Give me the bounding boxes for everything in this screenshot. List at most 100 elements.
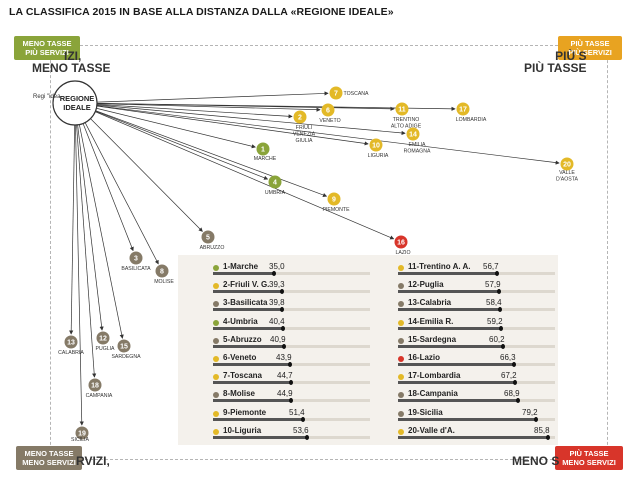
ranking-row: 1-Marche 35,0	[213, 262, 378, 276]
ranking-value: 51,4	[289, 407, 305, 417]
ranking-row: 20-Valle d'A. 85,8	[398, 426, 563, 440]
distance-arrow	[96, 103, 321, 112]
corner-label-top-left: IZI, MENO TASSE	[32, 50, 110, 74]
ranking-row: 12-Puglia 57,9	[398, 280, 563, 295]
ranking-row: 4-Umbria 40,4	[213, 317, 378, 331]
ranking-bar-marker	[495, 271, 499, 276]
ranking-row: 19-Sicilia 79,2	[398, 408, 563, 422]
region-node-1	[256, 142, 270, 156]
ranking-panel	[178, 255, 558, 445]
ranking-color-dot	[213, 410, 219, 417]
region-map-label: LOMBARDIA	[456, 117, 487, 123]
ranking-bar-fill	[213, 290, 282, 294]
region-node-number: 2	[298, 115, 302, 122]
ranking-color-dot	[213, 265, 219, 271]
distance-arrow	[96, 91, 329, 103]
ranking-value: 66,3	[500, 353, 516, 362]
ranking-row: 16-Lazio 66,3	[398, 353, 563, 367]
ranking-value: 40,9	[270, 334, 286, 344]
ranking-bar-marker	[289, 398, 293, 404]
distance-arrow	[69, 124, 75, 335]
badge-line: PIÙ SERVIZI	[25, 48, 69, 57]
quadrant-frame	[50, 45, 608, 460]
ranking-value: 44,9	[277, 389, 293, 399]
region-map-label: SARDEGNA	[111, 354, 141, 360]
ranking-value: 44,7	[277, 371, 293, 381]
region-map-label: ALTO ADIGE	[391, 124, 422, 130]
badge-piu-tasse-piu-servizi: PIÙ TASSE PIÙ SERVIZI	[558, 36, 622, 60]
ranking-color-dot	[398, 356, 404, 362]
region-node-number: 7	[334, 91, 338, 98]
distance-arrow	[95, 110, 328, 197]
region-map-label: GIULIA	[295, 138, 313, 144]
region-node-number: 5	[206, 235, 210, 242]
corner-label-bottom-right: MENO S	[512, 455, 559, 467]
ranking-value: 79,2	[522, 407, 538, 417]
ideal-region-label: REGIONE	[60, 94, 95, 103]
ranking-bar-marker	[501, 343, 505, 349]
distance-arrow	[76, 124, 97, 378]
corner-label-bottom-left: RVIZI,	[76, 455, 110, 467]
region-node-number: 3	[134, 256, 138, 263]
ranking-color-dot	[398, 319, 404, 326]
distance-arrow	[96, 105, 369, 146]
ranking-color-dot	[213, 374, 219, 381]
ranking-bar-track	[213, 398, 370, 404]
region-node-5	[201, 230, 215, 244]
corner-label-line: MENO S	[512, 454, 560, 468]
ranking-bar-fill	[213, 435, 307, 439]
ranking-color-dot	[213, 283, 219, 290]
ranking-value: 58,4	[486, 298, 502, 308]
ranking-region-name: 1-Marche	[223, 262, 259, 271]
ranking-row: 9-Piemonte 51,4	[213, 408, 378, 422]
ranking-color-dot	[213, 428, 219, 435]
ranking-bar-fill	[398, 272, 497, 275]
region-node-15	[117, 339, 131, 353]
region-node-13	[64, 335, 78, 349]
ranking-region-name: 10-Liguria	[223, 425, 262, 435]
region-node-number: 15	[120, 344, 128, 351]
ranking-region-name: 2-Friuli V. G.	[223, 280, 270, 290]
ranking-value: 57,9	[485, 280, 501, 290]
region-node-number: 19	[78, 431, 86, 438]
ranking-row: 11-Trentino A. A. 56,7	[398, 262, 563, 276]
ranking-bar-fill	[213, 326, 283, 330]
region-node-number: 11	[398, 107, 406, 114]
ranking-bar-track	[398, 434, 555, 440]
region-map-label: FRIULI	[296, 125, 312, 131]
ranking-color-dot	[213, 319, 219, 326]
ranking-bar-track	[213, 343, 370, 349]
region-map-label: LIGURIA	[368, 153, 389, 159]
ranking-bar-marker	[497, 289, 501, 295]
region-map-label: PIEMONTE	[322, 207, 350, 213]
region-node-20	[560, 157, 574, 171]
ranking-value: 68,9	[504, 389, 520, 399]
ranking-bar-fill	[398, 399, 518, 403]
region-node-4	[268, 175, 282, 189]
distance-arrow	[77, 124, 104, 331]
ranking-bar-marker	[513, 380, 517, 386]
ranking-bar-fill	[213, 344, 284, 348]
ranking-bar-fill	[398, 308, 500, 312]
ranking-bar-marker	[280, 307, 284, 313]
corner-label-line: IZI,	[64, 49, 82, 63]
distance-arrow	[82, 123, 134, 252]
ranking-bar-marker	[301, 416, 305, 422]
region-node-number: 16	[397, 240, 405, 247]
ranking-bar-track	[398, 416, 555, 422]
ranking-row: 13-Calabria 58,4	[398, 298, 563, 313]
ranking-bar-marker	[305, 434, 309, 440]
region-map-label: BASILICATA	[121, 266, 151, 272]
ranking-bar-track	[398, 380, 555, 386]
ranking-row: 18-Campania 68,9	[398, 389, 563, 404]
region-map-label: ROMAGNA	[404, 149, 431, 155]
corner-label-line: PIÙ S	[555, 49, 587, 63]
ranking-bar-fill	[213, 417, 303, 421]
region-node-number: 14	[409, 132, 417, 139]
ranking-bar-track	[398, 271, 555, 276]
ranking-color-dot	[213, 356, 219, 362]
region-node-8	[155, 264, 169, 278]
ranking-bar-fill	[213, 272, 274, 275]
ranking-color-dot	[398, 301, 404, 308]
distance-arrow	[95, 111, 395, 240]
